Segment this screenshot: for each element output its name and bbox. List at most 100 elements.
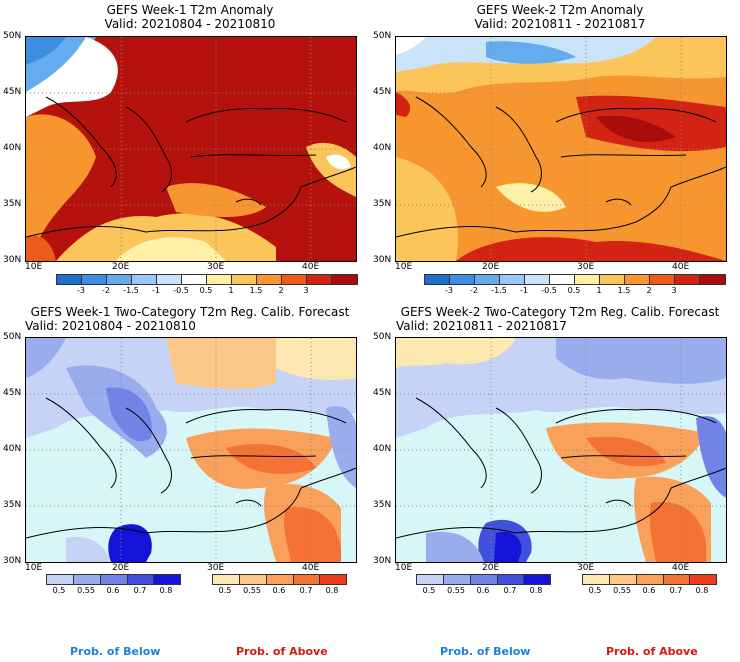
lon-label: 30E <box>577 262 595 272</box>
lat-label: 45N <box>3 87 22 97</box>
lat-label: 30N <box>373 556 392 566</box>
anomaly-swatch <box>575 275 600 284</box>
panel-2-title: GEFS Week-2 T2m Anomaly Valid: 20210811 … <box>395 3 725 31</box>
below-tick: 0.7 <box>503 586 517 595</box>
above-tick: 0.7 <box>669 586 683 595</box>
anomaly-swatch <box>282 275 307 284</box>
below-swatch <box>47 575 74 584</box>
below-swatch <box>524 575 550 584</box>
below-colorbar-1 <box>46 574 181 585</box>
anomaly-colorbar-1 <box>56 274 358 285</box>
map-week1-probability <box>25 337 357 563</box>
anomaly-swatch <box>600 275 625 284</box>
footer-above-1: Prob. of Above <box>236 645 328 658</box>
anomaly-tick: -1 <box>152 286 160 295</box>
anomaly-tick: -1.5 <box>123 286 139 295</box>
below-swatch <box>101 575 128 584</box>
coastline <box>26 96 356 238</box>
lat-label: 45N <box>373 388 392 398</box>
panel-4-title: GEFS Week-2 Two-Category T2m Reg. Calib.… <box>384 305 736 333</box>
anomaly-swatch <box>700 275 725 284</box>
below-swatch <box>417 575 444 584</box>
below-tick: 0.8 <box>529 586 543 595</box>
lat-label: 30N <box>3 255 22 265</box>
anomaly-swatch <box>450 275 475 284</box>
lon-label: 20E <box>112 563 130 573</box>
anomaly-swatch <box>650 275 675 284</box>
anomaly-tick: 3 <box>671 286 677 295</box>
anomaly-tick: -1.5 <box>491 286 507 295</box>
lon-label: 40E <box>672 563 690 573</box>
lon-label: 10E <box>395 262 413 272</box>
lon-label: 20E <box>482 262 500 272</box>
panel-title-text: GEFS Week-1 Two-Category T2m Reg. Calib.… <box>30 305 350 319</box>
lon-label: 10E <box>25 563 43 573</box>
lon-label: 20E <box>482 563 500 573</box>
lat-label: 50N <box>3 332 22 342</box>
map-week1-anomaly-field <box>26 37 356 261</box>
lat-label: 50N <box>373 31 392 41</box>
panel-1-title: GEFS Week-1 T2m Anomaly Valid: 20210804 … <box>25 3 355 31</box>
above-tick: 0.5 <box>588 586 602 595</box>
below-tick: 0.8 <box>159 586 173 595</box>
lon-label: 30E <box>207 563 225 573</box>
panel-valid-text: Valid: 20210811 - 20210817 <box>474 17 646 31</box>
anomaly-tick: -3 <box>77 286 85 295</box>
panel-valid-text: Valid: 20210804 - 20210810 <box>25 319 196 333</box>
above-tick: 0.55 <box>613 586 631 595</box>
anomaly-swatch <box>82 275 107 284</box>
anomaly-tick: -2 <box>470 286 478 295</box>
below-tick: 0.7 <box>133 586 147 595</box>
below-tick: 0.6 <box>106 586 120 595</box>
map-week2-probability-field <box>396 338 726 562</box>
above-swatch <box>320 575 346 584</box>
lat-label: 30N <box>3 556 22 566</box>
anomaly-swatch <box>107 275 132 284</box>
anomaly-tick: 3 <box>303 286 309 295</box>
lat-label: 50N <box>373 332 392 342</box>
above-swatch <box>690 575 716 584</box>
above-swatch <box>240 575 267 584</box>
lon-label: 10E <box>25 262 43 272</box>
anomaly-swatch <box>332 275 357 284</box>
lat-label: 45N <box>3 388 22 398</box>
above-colorbar-2 <box>582 574 717 585</box>
anomaly-swatch <box>132 275 157 284</box>
anomaly-swatch <box>257 275 282 284</box>
anomaly-tick: 0.5 <box>567 286 581 295</box>
below-swatch <box>444 575 471 584</box>
above-tick: 0.5 <box>218 586 232 595</box>
below-colorbar-2 <box>416 574 551 585</box>
anomaly-swatch <box>207 275 232 284</box>
panel-valid-text: Valid: 20210804 - 20210810 <box>104 17 276 31</box>
coastline <box>26 397 356 539</box>
anomaly-tick: -3 <box>445 286 453 295</box>
lat-label: 35N <box>373 199 392 209</box>
anomaly-tick: 1.5 <box>617 286 631 295</box>
lat-label: 40N <box>373 143 392 153</box>
lon-label: 40E <box>302 262 320 272</box>
map-week2-probability <box>395 337 727 563</box>
below-swatch <box>471 575 498 584</box>
lon-label: 30E <box>577 563 595 573</box>
below-swatch <box>128 575 154 584</box>
map-week1-anomaly <box>25 36 357 262</box>
anomaly-tick: 1.5 <box>249 286 263 295</box>
above-colorbar-1 <box>212 574 347 585</box>
anomaly-tick: -1 <box>520 286 528 295</box>
above-swatch <box>267 575 294 584</box>
panel-title-text: GEFS Week-2 Two-Category T2m Reg. Calib.… <box>400 305 720 319</box>
panel-valid-text: Valid: 20210811 - 20210817 <box>396 319 567 333</box>
anomaly-swatch <box>625 275 650 284</box>
lon-label: 30E <box>207 262 225 272</box>
below-swatch <box>74 575 101 584</box>
above-tick: 0.8 <box>695 586 709 595</box>
above-tick: 0.8 <box>325 586 339 595</box>
above-tick: 0.6 <box>642 586 656 595</box>
lat-label: 30N <box>373 255 392 265</box>
above-tick: 0.7 <box>299 586 313 595</box>
lat-label: 40N <box>3 143 22 153</box>
map-week2-anomaly <box>395 36 727 262</box>
anomaly-swatch <box>232 275 257 284</box>
anomaly-swatch <box>475 275 500 284</box>
